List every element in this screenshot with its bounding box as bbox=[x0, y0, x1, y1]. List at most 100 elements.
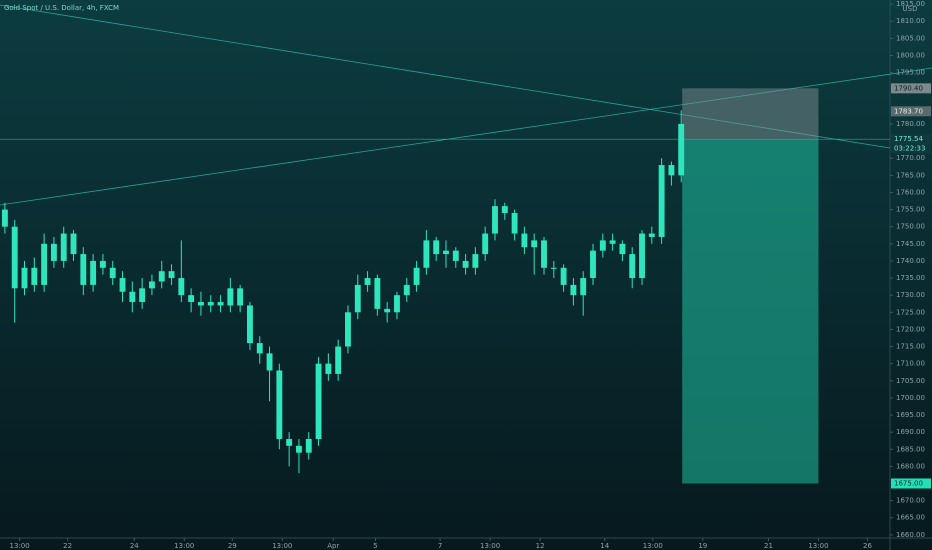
candle-body bbox=[658, 165, 665, 237]
candle-body bbox=[374, 278, 381, 309]
candle-body bbox=[1, 209, 8, 227]
x-tick-label: 12 bbox=[536, 542, 545, 550]
candle-body bbox=[207, 302, 214, 306]
y-tick-label: 1680.00 bbox=[896, 462, 925, 470]
candle-body bbox=[247, 305, 253, 344]
candle-body bbox=[286, 438, 293, 446]
candle-body bbox=[197, 302, 204, 306]
candle-body bbox=[237, 288, 244, 306]
candle-body bbox=[452, 250, 459, 261]
candle-body bbox=[168, 271, 175, 279]
y-tick-label: 1725.00 bbox=[896, 308, 925, 316]
candle-body bbox=[50, 243, 57, 261]
y-tick-label: 1815.00 bbox=[896, 0, 925, 8]
candle-body bbox=[296, 445, 302, 453]
candle-body bbox=[60, 233, 67, 261]
candle-body bbox=[492, 206, 498, 234]
candle-body bbox=[521, 233, 528, 248]
candle-body bbox=[315, 363, 322, 439]
x-tick-label: 14 bbox=[600, 542, 609, 550]
y-tick-label: 1715.00 bbox=[896, 343, 925, 351]
y-tick-label: 1805.00 bbox=[896, 34, 925, 42]
candle-body bbox=[423, 240, 430, 268]
candle-body bbox=[90, 260, 97, 285]
candle-body bbox=[639, 233, 645, 279]
candle-body bbox=[443, 250, 449, 255]
candle-body bbox=[139, 288, 146, 303]
x-tick-label: 22 bbox=[63, 542, 72, 550]
x-tick-label: Apr bbox=[327, 542, 339, 550]
candle-body bbox=[227, 288, 234, 306]
price-tag bbox=[891, 134, 931, 145]
y-tick-label: 1750.00 bbox=[896, 223, 925, 231]
price-tag bbox=[891, 106, 931, 117]
candle-body bbox=[354, 284, 361, 313]
x-tick-label: 29 bbox=[228, 542, 237, 550]
price-tag bbox=[891, 478, 931, 489]
stop-zone bbox=[682, 88, 819, 140]
x-tick-label: 5 bbox=[373, 542, 377, 550]
x-tick-label: 19 bbox=[698, 542, 707, 550]
x-tick-label: 13:00 bbox=[808, 542, 828, 550]
candle-body bbox=[609, 240, 616, 244]
x-tick-label: 13:00 bbox=[174, 542, 194, 550]
candle-body bbox=[482, 233, 489, 255]
y-tick-label: 1670.00 bbox=[896, 497, 925, 505]
candle-body bbox=[511, 212, 518, 234]
y-tick-label: 1770.00 bbox=[896, 154, 925, 162]
candle-body bbox=[668, 165, 675, 176]
candle-body bbox=[394, 295, 400, 313]
x-tick-label: 7 bbox=[438, 542, 442, 550]
candle-body bbox=[148, 281, 155, 289]
candle-body bbox=[305, 438, 312, 453]
candle-body bbox=[531, 240, 538, 248]
candle-body bbox=[364, 278, 371, 285]
candle-body bbox=[590, 250, 596, 279]
y-tick-label: 1765.00 bbox=[896, 171, 925, 179]
candle-body bbox=[31, 267, 38, 285]
candle-body bbox=[570, 284, 577, 296]
candle-body bbox=[276, 370, 283, 439]
candle-body bbox=[256, 343, 263, 354]
candle-body bbox=[648, 233, 655, 237]
y-tick-label: 1760.00 bbox=[896, 188, 925, 196]
candle-body bbox=[99, 260, 106, 268]
x-tick-label: 13:00 bbox=[10, 542, 30, 550]
x-tick-label: 21 bbox=[764, 542, 773, 550]
symbol-title: Gold Spot / U.S. Dollar, 4h, FXCM bbox=[4, 4, 119, 12]
price-tag-label: 1675.00 bbox=[894, 480, 923, 488]
candle-body bbox=[325, 363, 332, 374]
candle-body bbox=[11, 226, 18, 289]
x-tick-label: 24 bbox=[130, 542, 139, 550]
candle-body bbox=[619, 243, 626, 255]
x-tick-label: 13:00 bbox=[643, 542, 663, 550]
candle-body bbox=[129, 291, 136, 303]
y-tick-label: 1705.00 bbox=[896, 377, 925, 385]
candle-body bbox=[80, 254, 87, 285]
candle-body bbox=[472, 254, 479, 268]
countdown-box bbox=[891, 144, 931, 154]
y-tick-label: 1660.00 bbox=[896, 531, 925, 539]
candle-body bbox=[501, 206, 508, 213]
price-tag bbox=[891, 83, 931, 94]
candle-body bbox=[629, 254, 636, 279]
y-tick-label: 1745.00 bbox=[896, 240, 925, 248]
price-tag-label: 1775.54 bbox=[894, 135, 923, 143]
x-tick-label: 13:00 bbox=[272, 542, 292, 550]
candle-body bbox=[541, 240, 547, 268]
candle-body bbox=[41, 243, 48, 285]
candle-body bbox=[560, 267, 567, 285]
candle-body bbox=[462, 260, 469, 268]
y-tick-label: 1730.00 bbox=[896, 291, 925, 299]
x-tick-label: 13:00 bbox=[480, 542, 500, 550]
candle-body bbox=[335, 346, 342, 374]
candle-body bbox=[433, 240, 440, 255]
candle-body bbox=[178, 278, 185, 296]
target-zone bbox=[682, 139, 819, 484]
candle-body bbox=[599, 240, 606, 251]
candle-body bbox=[678, 123, 685, 176]
trend-line bbox=[0, 67, 932, 206]
candle-body bbox=[109, 267, 116, 279]
y-tick-label: 1740.00 bbox=[896, 257, 925, 265]
